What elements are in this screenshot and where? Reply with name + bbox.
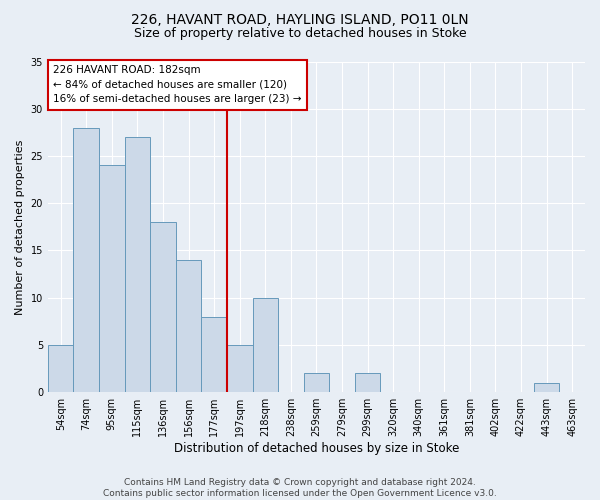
- Bar: [48, 345, 73, 392]
- Text: Contains HM Land Registry data © Crown copyright and database right 2024.
Contai: Contains HM Land Registry data © Crown c…: [103, 478, 497, 498]
- Bar: [125, 137, 150, 392]
- Text: Size of property relative to detached houses in Stoke: Size of property relative to detached ho…: [134, 28, 466, 40]
- Bar: [355, 374, 380, 392]
- Bar: [99, 166, 125, 392]
- X-axis label: Distribution of detached houses by size in Stoke: Distribution of detached houses by size …: [174, 442, 459, 455]
- Y-axis label: Number of detached properties: Number of detached properties: [15, 139, 25, 314]
- Bar: [253, 298, 278, 392]
- Bar: [73, 128, 99, 392]
- Bar: [534, 383, 559, 392]
- Text: 226 HAVANT ROAD: 182sqm
← 84% of detached houses are smaller (120)
16% of semi-d: 226 HAVANT ROAD: 182sqm ← 84% of detache…: [53, 65, 302, 104]
- Bar: [202, 316, 227, 392]
- Text: 226, HAVANT ROAD, HAYLING ISLAND, PO11 0LN: 226, HAVANT ROAD, HAYLING ISLAND, PO11 0…: [131, 12, 469, 26]
- Bar: [304, 374, 329, 392]
- Bar: [227, 345, 253, 392]
- Bar: [176, 260, 202, 392]
- Bar: [150, 222, 176, 392]
